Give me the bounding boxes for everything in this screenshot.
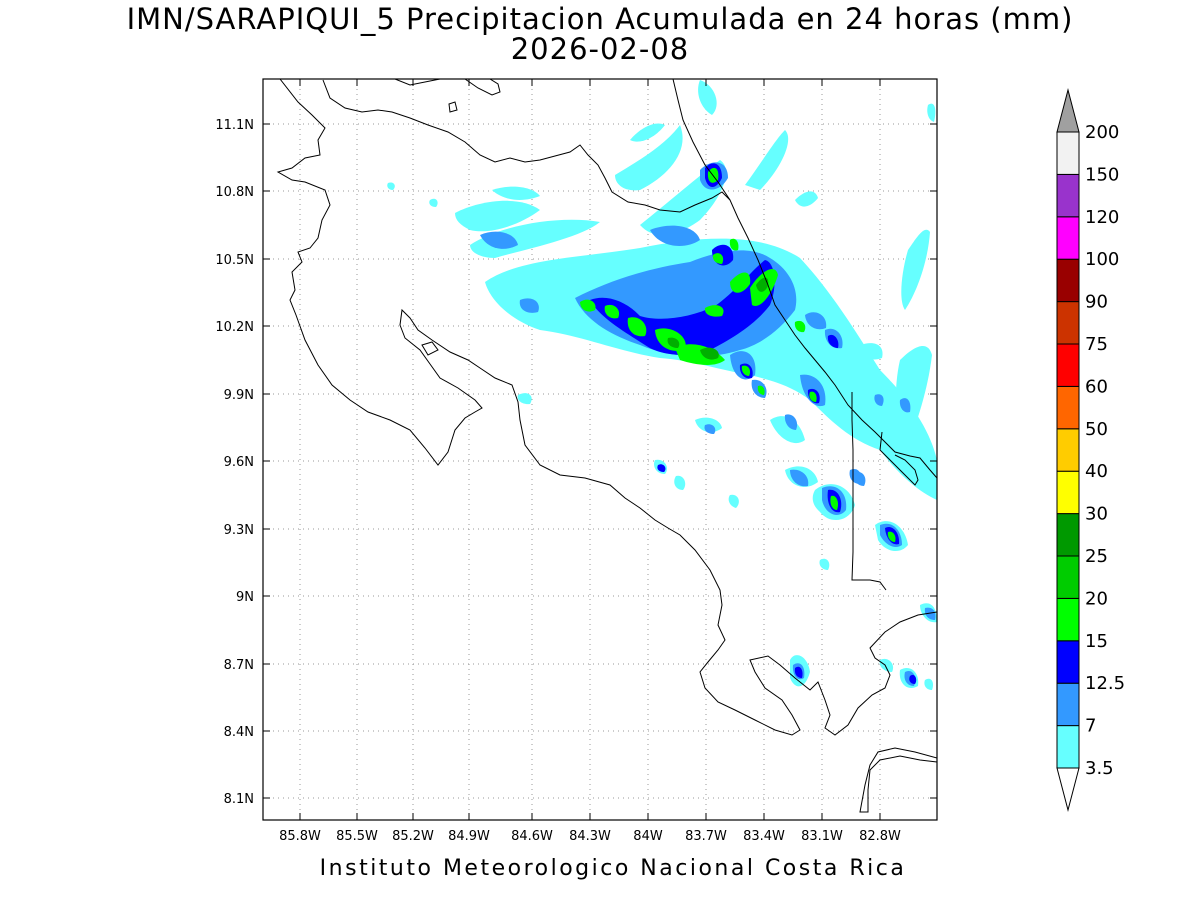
lon-tick-label: 84.3W [569, 829, 611, 844]
lon-tick-label: 82.8W [859, 829, 901, 844]
precipitation-field [387, 80, 937, 690]
colorbar-label: 150 [1085, 164, 1119, 185]
lon-tick-label: 84W [633, 829, 663, 844]
grid-lines [263, 79, 937, 820]
colorbar-swatch [1056, 258, 1080, 303]
lat-tick-label: 9.6N [224, 455, 254, 470]
lat-tick-label: 10.5N [215, 253, 254, 268]
colorbar-swatch [1056, 513, 1080, 557]
lat-tick-label: 8.1N [224, 792, 254, 807]
lat-tick-label: 9N [236, 590, 254, 605]
precip-band-low [387, 80, 937, 690]
lat-tick-label: 8.7N [224, 658, 254, 673]
title-line-1: IMN/SARAPIQUI_5 Precipitacion Acumulada … [126, 2, 1074, 36]
lat-tick-label: 9.9N [224, 388, 254, 403]
colorbar-label: 15 [1085, 631, 1108, 652]
colorbar-swatch [1056, 343, 1080, 387]
colorbar-label: 12.5 [1085, 673, 1125, 694]
colorbar-label: 3.5 [1085, 758, 1114, 779]
colorbar-label: 7 [1085, 716, 1096, 737]
lon-tick-label: 83.7W [685, 829, 727, 844]
colorbar-label: 40 [1085, 461, 1108, 482]
colorbar-label: 20 [1085, 588, 1108, 609]
colorbar-label: 25 [1085, 546, 1108, 567]
coastline-borders [276, 79, 937, 813]
colorbar-legend: 3.5 7 12.5 15 20 25 30 40 50 60 75 90 100 120 150 200 [1056, 88, 1125, 812]
colorbar-label: 200 [1085, 122, 1119, 143]
colorbar-swatch [1056, 216, 1080, 260]
lat-tick-label: 11.1N [215, 118, 254, 133]
latitude-axis: 11.1N 10.8N 10.5N 10.2N 9.9N 9.6N 9.3N 9N 8.7N 8.… [215, 118, 254, 807]
lat-tick-label: 9.3N [224, 523, 254, 538]
lon-tick-label: 83.4W [743, 829, 785, 844]
colorbar-label: 90 [1085, 292, 1108, 313]
lon-tick-label: 85.8W [279, 829, 321, 844]
colorbar-swatch [1056, 640, 1080, 684]
tick-marks [263, 79, 937, 820]
colorbar-swatch [1056, 470, 1080, 515]
lon-tick-label: 83.1W [801, 829, 843, 844]
colorbar-swatch [1056, 301, 1080, 345]
colorbar-label: 100 [1085, 249, 1119, 270]
colorbar-swatch [1056, 725, 1080, 769]
lon-tick-label: 85.2W [392, 829, 434, 844]
map-title: IMN/SARAPIQUI_5 Precipitacion Acumulada … [0, 4, 1200, 64]
lon-tick-label: 84.6W [511, 829, 553, 844]
footer-credit: Instituto Meteorologico Nacional Costa R… [319, 856, 907, 881]
colorbar-swatch [1056, 555, 1080, 599]
colorbar-swatch [1056, 131, 1080, 175]
longitude-axis: 85.8W 85.5W 85.2W 84.9W 84.6W 84.3W 84W 83.7W 83… [279, 829, 901, 844]
precip-band-core [667, 277, 769, 360]
colorbar-swatch [1056, 428, 1080, 472]
colorbar-label: 30 [1085, 504, 1108, 525]
colorbar-label: 75 [1085, 334, 1108, 355]
lon-tick-label: 84.9W [448, 829, 490, 844]
colorbar-swatch [1056, 385, 1080, 430]
lon-tick-label: 85.5W [336, 829, 378, 844]
colorbar-swatch [1056, 682, 1080, 727]
lat-tick-label: 10.2N [215, 320, 254, 335]
colorbar-label: 120 [1085, 207, 1119, 228]
colorbar-under-triangle [1056, 767, 1080, 812]
map-frame [262, 78, 938, 821]
colorbar-swatch [1056, 173, 1080, 218]
colorbar-label: 60 [1085, 376, 1108, 397]
colorbar-swatch [1056, 597, 1080, 642]
title-date: 2026-02-08 [510, 32, 690, 66]
lat-tick-label: 8.4N [224, 725, 254, 740]
colorbar-over-triangle [1056, 88, 1080, 133]
colorbar-label: 50 [1085, 419, 1108, 440]
lat-tick-label: 10.8N [215, 185, 254, 200]
